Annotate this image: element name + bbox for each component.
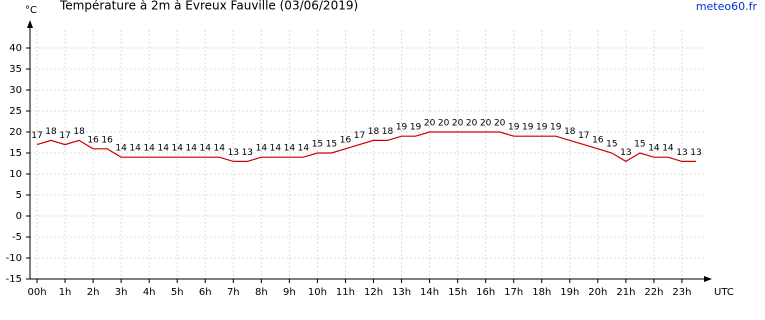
data-label: 14 (129, 144, 141, 154)
data-label: 14 (256, 144, 268, 154)
data-label: 20 (480, 119, 492, 129)
y-tick-label: 5 (16, 190, 22, 201)
data-label: 14 (648, 144, 660, 154)
data-label: 16 (101, 135, 113, 145)
data-label: 18 (368, 127, 380, 137)
x-tick-label: 12h (364, 287, 383, 298)
x-tick-label: 2h (87, 287, 100, 298)
data-label: 18 (45, 127, 57, 137)
y-tick-label: 35 (9, 64, 22, 75)
data-label: 13 (228, 148, 239, 158)
data-label: 13 (242, 148, 253, 158)
data-label: 13 (620, 148, 631, 158)
data-label: 14 (186, 144, 198, 154)
x-tick-label: 16h (476, 287, 495, 298)
x-axis-arrow (704, 276, 712, 282)
data-label: 19 (508, 123, 520, 133)
x-tick-label: 8h (255, 287, 268, 298)
data-label: 19 (410, 123, 422, 133)
x-tick-label: 3h (115, 287, 128, 298)
y-tick-label: -15 (6, 274, 22, 285)
temperature-line (36, 131, 696, 163)
x-tick-label: 4h (143, 287, 156, 298)
data-label: 19 (396, 123, 408, 133)
data-label: 15 (326, 140, 337, 150)
x-tick-label: 14h (420, 287, 439, 298)
x-tick-label: 17h (504, 287, 523, 298)
data-label: 14 (143, 144, 155, 154)
data-label: 17 (354, 131, 365, 141)
source-link[interactable]: meteo60.fr (696, 0, 758, 13)
data-label: 20 (452, 119, 464, 129)
x-tick-label: 20h (588, 287, 607, 298)
x-tick-label: 6h (199, 287, 212, 298)
data-label: 17 (31, 131, 42, 141)
data-label: 13 (690, 148, 701, 158)
x-tick-label: 18h (532, 287, 551, 298)
x-tick-label: 9h (283, 287, 296, 298)
y-tick-label: 15 (9, 148, 22, 159)
data-label: 15 (312, 140, 323, 150)
data-label: 16 (87, 135, 99, 145)
data-label: 20 (494, 119, 506, 129)
data-label: 18 (382, 127, 394, 137)
data-label: 16 (592, 135, 604, 145)
x-tick-label: 15h (448, 287, 467, 298)
data-label: 14 (284, 144, 296, 154)
data-label: 14 (214, 144, 226, 154)
x-tick-label: 22h (644, 287, 663, 298)
data-label: 17 (59, 131, 70, 141)
data-label: 14 (298, 144, 310, 154)
y-tick-label: 0 (16, 211, 22, 222)
data-label: 14 (115, 144, 127, 154)
data-label: 14 (171, 144, 183, 154)
x-tick-label: 21h (616, 287, 635, 298)
x-tick-label: 11h (336, 287, 355, 298)
y-tick-label: -5 (12, 232, 22, 243)
data-label: 15 (634, 140, 645, 150)
y-tick-label: 30 (9, 85, 22, 96)
chart-title: Température à 2m à Evreux Fauville (03/0… (59, 0, 358, 13)
data-label: 19 (522, 123, 534, 133)
y-tick-label: -10 (6, 253, 22, 264)
data-label: 14 (200, 144, 212, 154)
data-label: 19 (550, 123, 562, 133)
x-tick-label: 13h (392, 287, 411, 298)
data-label: 19 (536, 123, 548, 133)
data-label: 16 (340, 135, 352, 145)
data-label: 15 (606, 140, 617, 150)
y-tick-label: 40 (9, 43, 22, 54)
data-label: 20 (466, 119, 478, 129)
data-label: 20 (424, 119, 436, 129)
y-tick-label: 20 (9, 127, 22, 138)
data-label: 13 (676, 148, 687, 158)
x-tick-label: 23h (672, 287, 691, 298)
data-label: 18 (564, 127, 576, 137)
data-label: 14 (662, 144, 674, 154)
x-tick-label: 1h (59, 287, 72, 298)
data-label: 18 (73, 127, 85, 137)
data-label: 14 (270, 144, 282, 154)
x-tick-label: 5h (171, 287, 184, 298)
y-tick-label: 25 (9, 106, 22, 117)
y-axis-arrow (27, 20, 33, 28)
data-label: 17 (578, 131, 589, 141)
x-tick-label: 7h (227, 287, 240, 298)
data-label: 14 (157, 144, 169, 154)
x-tick-label: 19h (560, 287, 579, 298)
x-tick-label: 10h (308, 287, 327, 298)
data-label: 20 (438, 119, 450, 129)
y-axis-label: °C (25, 5, 37, 16)
x-axis-label: UTC (714, 287, 734, 298)
x-tick-label: 00h (27, 287, 46, 298)
y-tick-label: 10 (9, 169, 22, 180)
